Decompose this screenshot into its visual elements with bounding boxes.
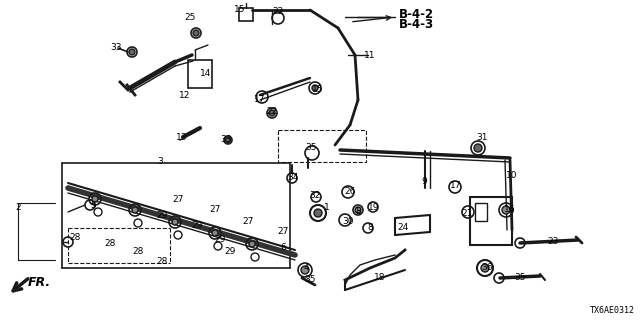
Text: 29: 29 xyxy=(214,236,226,244)
Text: 32: 32 xyxy=(309,190,321,199)
Text: 29: 29 xyxy=(156,211,168,220)
Text: 29: 29 xyxy=(224,247,236,257)
Text: B-4-3: B-4-3 xyxy=(399,18,434,30)
Text: 27: 27 xyxy=(172,196,184,204)
Bar xyxy=(188,60,212,88)
Circle shape xyxy=(269,110,275,116)
Bar xyxy=(470,197,512,245)
Text: 17: 17 xyxy=(254,95,266,105)
Text: 19: 19 xyxy=(368,203,380,212)
Text: 8: 8 xyxy=(367,223,373,233)
Text: 1: 1 xyxy=(324,203,330,212)
Text: 27: 27 xyxy=(243,218,253,227)
Text: 18: 18 xyxy=(374,273,386,282)
Circle shape xyxy=(172,219,178,225)
Text: 24: 24 xyxy=(397,223,408,233)
Circle shape xyxy=(225,138,230,142)
Text: 28: 28 xyxy=(132,247,144,257)
Circle shape xyxy=(193,30,199,36)
Bar xyxy=(475,203,487,221)
Bar xyxy=(239,8,253,21)
Circle shape xyxy=(474,144,482,152)
Circle shape xyxy=(92,196,98,202)
Circle shape xyxy=(301,266,309,274)
Circle shape xyxy=(132,207,138,213)
Text: 14: 14 xyxy=(200,68,212,77)
Text: 26: 26 xyxy=(344,188,356,196)
Text: 28: 28 xyxy=(104,238,116,247)
Text: 22: 22 xyxy=(266,108,278,116)
Text: 2: 2 xyxy=(15,203,21,212)
Text: TX6AE0312: TX6AE0312 xyxy=(590,306,635,315)
Text: 29: 29 xyxy=(191,221,203,230)
Text: 4: 4 xyxy=(303,263,309,273)
Text: 8: 8 xyxy=(355,207,361,217)
Text: 17: 17 xyxy=(451,180,461,189)
Text: 5: 5 xyxy=(90,201,96,210)
Text: 34: 34 xyxy=(287,173,299,182)
Text: 6: 6 xyxy=(280,244,286,252)
Text: 15: 15 xyxy=(234,5,246,14)
Circle shape xyxy=(314,209,322,217)
Text: FR.: FR. xyxy=(28,276,51,290)
Text: 23: 23 xyxy=(547,237,559,246)
Text: 10: 10 xyxy=(506,171,518,180)
Text: 9: 9 xyxy=(421,178,427,187)
Circle shape xyxy=(249,241,255,247)
Text: 35: 35 xyxy=(304,276,316,284)
Text: 21: 21 xyxy=(461,209,473,218)
Circle shape xyxy=(129,49,135,55)
Bar xyxy=(278,130,366,162)
Text: 11: 11 xyxy=(364,51,376,60)
Text: 13: 13 xyxy=(176,133,188,142)
Text: 36: 36 xyxy=(481,263,493,273)
Text: 31: 31 xyxy=(476,133,488,142)
Circle shape xyxy=(502,206,510,214)
Text: 27: 27 xyxy=(277,228,289,236)
Text: 3: 3 xyxy=(157,157,163,166)
Text: 16: 16 xyxy=(504,205,516,214)
Text: 33: 33 xyxy=(220,135,232,145)
Text: 35: 35 xyxy=(305,143,317,153)
Text: 35: 35 xyxy=(515,274,525,283)
Text: 25: 25 xyxy=(184,13,196,22)
Circle shape xyxy=(212,230,218,236)
Text: 27: 27 xyxy=(209,205,221,214)
Text: 15: 15 xyxy=(312,85,324,94)
Text: 30: 30 xyxy=(342,218,354,227)
Circle shape xyxy=(355,207,361,213)
Text: 12: 12 xyxy=(179,91,191,100)
Circle shape xyxy=(312,85,318,91)
Text: 28: 28 xyxy=(69,234,81,243)
Text: 28: 28 xyxy=(156,258,168,267)
Text: 33: 33 xyxy=(110,43,122,52)
Text: 22: 22 xyxy=(273,7,284,17)
Text: B-4-2: B-4-2 xyxy=(399,7,434,20)
Circle shape xyxy=(481,264,489,272)
